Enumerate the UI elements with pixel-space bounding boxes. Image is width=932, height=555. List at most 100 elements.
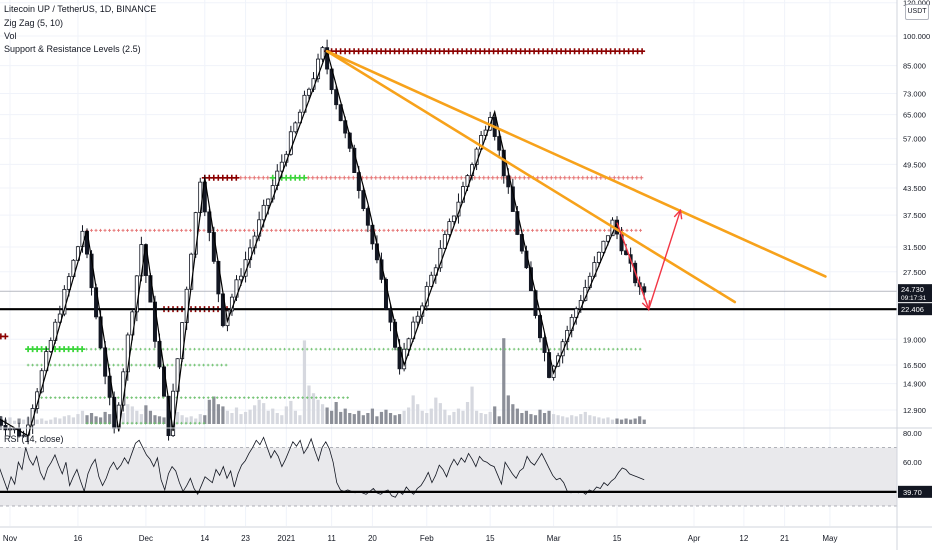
support-level bbox=[188, 363, 192, 367]
resistance-level bbox=[306, 228, 310, 232]
support-level bbox=[130, 363, 133, 367]
resistance-level bbox=[238, 228, 242, 232]
volume-bar bbox=[538, 409, 542, 424]
support-level bbox=[436, 347, 439, 351]
resistance-level bbox=[589, 228, 593, 232]
indicator-sr-label[interactable]: Support & Resistance Levels (2.5) bbox=[4, 44, 141, 54]
price-tick-label: 120.000 bbox=[903, 0, 930, 8]
resistance-level bbox=[112, 228, 116, 232]
volume-bar bbox=[339, 411, 343, 424]
support-level bbox=[260, 347, 264, 351]
support-level bbox=[341, 396, 345, 399]
resistance-level bbox=[522, 175, 527, 180]
time-tick-label: 11 bbox=[327, 534, 336, 543]
support-level bbox=[346, 347, 349, 351]
time-tick-label: May bbox=[822, 534, 837, 543]
volume-bar bbox=[452, 411, 456, 424]
support-level bbox=[427, 347, 430, 351]
volume-bar bbox=[397, 414, 402, 424]
price-tick-label: 73.000 bbox=[903, 89, 926, 98]
resistance-level bbox=[418, 228, 422, 232]
resistance-level bbox=[598, 228, 602, 232]
volume-bar bbox=[302, 340, 307, 424]
volume-bar bbox=[343, 408, 347, 424]
volume-bar bbox=[330, 410, 334, 424]
volume-bar bbox=[58, 418, 62, 424]
volume-bar bbox=[293, 410, 297, 424]
volume-bar bbox=[121, 413, 125, 424]
support-level bbox=[278, 396, 282, 399]
support-level bbox=[134, 396, 138, 399]
indicator-volume-label[interactable]: Vol bbox=[4, 31, 17, 41]
support-level bbox=[265, 347, 268, 351]
rsi-pane bbox=[0, 427, 932, 528]
support-level bbox=[368, 347, 372, 351]
support-level bbox=[85, 347, 88, 351]
support-level bbox=[355, 347, 358, 351]
support-level bbox=[197, 363, 201, 367]
support-level bbox=[593, 347, 597, 351]
price-tick-label: 31.500 bbox=[903, 243, 926, 252]
resistance-level bbox=[405, 175, 410, 180]
candle-body bbox=[451, 215, 456, 223]
resistance-level bbox=[472, 175, 477, 180]
volume-bar bbox=[325, 407, 329, 424]
support-level bbox=[184, 421, 188, 425]
currency-badge[interactable]: USDT bbox=[905, 4, 929, 20]
support-level bbox=[458, 347, 462, 351]
support-level bbox=[197, 347, 201, 351]
support-level bbox=[143, 347, 147, 351]
candle-body bbox=[356, 172, 361, 191]
volume-bar bbox=[352, 414, 356, 424]
resistance-level bbox=[315, 228, 319, 232]
resistance-level bbox=[544, 175, 549, 180]
volume-bar bbox=[561, 416, 565, 424]
volume-bar bbox=[334, 402, 338, 424]
candle-body bbox=[293, 122, 298, 133]
support-level bbox=[472, 347, 475, 351]
support-level bbox=[445, 347, 448, 351]
indicator-zigzag-label[interactable]: Zig Zag (5, 10) bbox=[4, 18, 64, 28]
support-level bbox=[413, 347, 417, 351]
resistance-level bbox=[540, 175, 545, 180]
volume-bar bbox=[216, 404, 220, 424]
resistance-level bbox=[454, 175, 459, 180]
candle-body bbox=[152, 301, 157, 342]
resistance-level bbox=[621, 175, 626, 180]
candle-body bbox=[266, 198, 271, 206]
resistance-level bbox=[436, 175, 441, 180]
volume-bar bbox=[357, 410, 361, 424]
candle-body bbox=[316, 58, 321, 80]
support-level bbox=[89, 396, 93, 399]
support-level bbox=[108, 421, 111, 425]
volume-bar bbox=[465, 402, 470, 424]
resistance-level bbox=[324, 228, 328, 232]
resistance-level bbox=[139, 228, 143, 232]
support-level bbox=[67, 363, 70, 367]
support-level bbox=[373, 347, 376, 351]
support-level bbox=[80, 396, 84, 399]
price-tick-label: 37.500 bbox=[903, 211, 926, 220]
support-level bbox=[382, 347, 385, 351]
rsi-title[interactable]: RSI (14, close) bbox=[4, 434, 64, 444]
projection-path[interactable] bbox=[616, 208, 683, 312]
resistance-level bbox=[616, 175, 621, 180]
trendlines[interactable] bbox=[325, 49, 827, 304]
volume-bar bbox=[629, 419, 633, 424]
resistance-level bbox=[319, 228, 323, 232]
resistance-level bbox=[391, 228, 395, 232]
candle-body bbox=[320, 47, 325, 60]
time-tick-label: 21 bbox=[780, 534, 789, 543]
candle-body bbox=[7, 428, 12, 431]
resistance-level bbox=[378, 175, 383, 180]
time-axis[interactable]: Nov 16 Dec 14 23 2021 11 20 Feb 15 Mar 15 Apr 12 21 May bbox=[3, 534, 838, 543]
price-axis[interactable]: 120.000 100.000 85.000 73.000 65.000 57.000 49… bbox=[896, 0, 932, 550]
support-level bbox=[197, 396, 201, 399]
support-level bbox=[157, 396, 161, 399]
volume-bar bbox=[488, 411, 492, 424]
resistance-level bbox=[166, 228, 170, 232]
time-tick-label: Apr bbox=[688, 534, 701, 543]
candle-body bbox=[239, 275, 244, 281]
